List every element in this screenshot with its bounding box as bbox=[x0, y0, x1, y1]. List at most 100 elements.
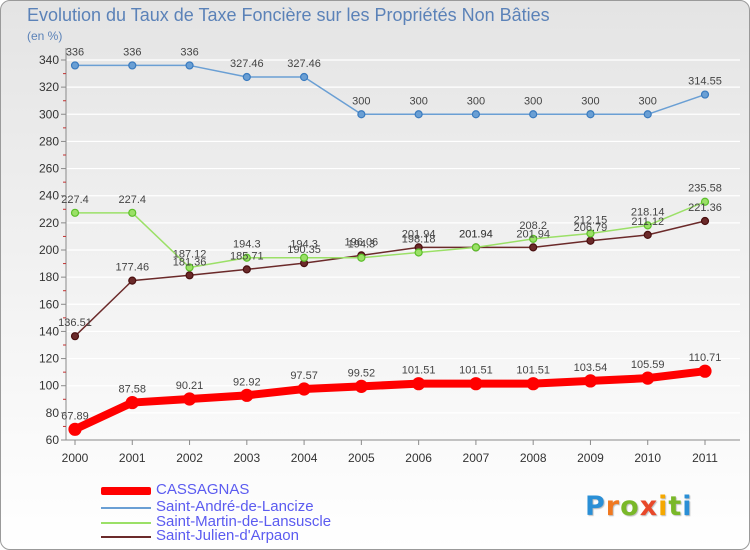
point-saint-andre-de-lancize-2005 bbox=[357, 110, 366, 119]
data-label-cassagnas-2006: 101.51 bbox=[402, 365, 436, 377]
series-saint-andre-de-lancize bbox=[70, 61, 710, 119]
x-tick-label-2004: 2004 bbox=[291, 451, 318, 465]
legend-swatch-saint-martin-de-lansuscle bbox=[101, 522, 151, 524]
point-cassagnas-2004 bbox=[297, 382, 311, 396]
data-label-saint-martin-de-lansuscle-2009: 212.15 bbox=[574, 215, 608, 227]
data-label-saint-julien-d-arpaon-2009: 206.79 bbox=[574, 222, 608, 234]
x-tick-labels: 2000 2001 2002 2003 2004 2005 2006 2007 2008 2009… bbox=[62, 440, 718, 465]
data-label-saint-martin-de-lansuscle-2003: 194.3 bbox=[233, 239, 261, 251]
legend-item-cassagnas[interactable]: CASSAGNAS bbox=[101, 481, 401, 499]
data-label-saint-andre-de-lancize-2008: 300 bbox=[524, 95, 542, 107]
point-saint-andre-de-lancize-2001 bbox=[128, 61, 137, 70]
legend-label-saint-julien-d-arpaon: Saint-Julien-d'Arpaon bbox=[156, 527, 299, 544]
logo-letter: o bbox=[620, 491, 640, 522]
x-tick-label-2007: 2007 bbox=[463, 451, 490, 465]
y-tick-label-80: 80 bbox=[46, 406, 60, 420]
data-label-saint-andre-de-lancize-2004: 327.46 bbox=[287, 58, 321, 70]
point-saint-andre-de-lancize-2002 bbox=[185, 61, 194, 70]
logo-letter: t bbox=[668, 491, 683, 522]
chart-subtitle: (en %) bbox=[27, 29, 63, 43]
data-label-cassagnas-2002: 90.21 bbox=[176, 380, 204, 392]
data-label-cassagnas-2005: 99.52 bbox=[348, 367, 376, 379]
data-label-saint-andre-de-lancize-2005: 300 bbox=[352, 95, 370, 107]
data-label-saint-julien-d-arpaon-2007: 201.94 bbox=[459, 228, 493, 240]
data-label-cassagnas-2003: 92.92 bbox=[233, 376, 261, 388]
proxiti-logo[interactable]: Proxiti bbox=[585, 491, 693, 522]
legend-item-saint-martin-de-lansuscle[interactable]: Saint-Martin-de-Lansuscle bbox=[101, 513, 401, 531]
point-saint-martin-de-lansuscle-2007 bbox=[471, 243, 481, 252]
data-label-saint-martin-de-lansuscle-2007: 201.94 bbox=[459, 228, 493, 240]
x-tick-label-2009: 2009 bbox=[577, 451, 604, 465]
y-tick-label-180: 180 bbox=[39, 270, 59, 284]
data-label-saint-andre-de-lancize-2011: 314.55 bbox=[688, 76, 722, 88]
point-saint-martin-de-lansuscle-2008 bbox=[529, 234, 538, 243]
data-label-saint-andre-de-lancize-2000: 336 bbox=[66, 46, 84, 58]
point-saint-julien-d-arpaon-2009 bbox=[586, 236, 595, 245]
x-tick-label-2006: 2006 bbox=[405, 451, 432, 465]
data-label-cassagnas-2008: 101.51 bbox=[516, 365, 550, 377]
point-saint-julien-d-arpaon-2001 bbox=[128, 276, 137, 285]
y-tick-label-60: 60 bbox=[46, 433, 60, 447]
series-line-cassagnas bbox=[71, 367, 709, 434]
data-label-saint-julien-d-arpaon-2005: 196.06 bbox=[345, 236, 379, 248]
y-tick-label-100: 100 bbox=[39, 379, 59, 393]
data-label-saint-martin-de-lansuscle-2006: 198.18 bbox=[402, 233, 436, 245]
series-saint-martin-de-lansuscle bbox=[70, 197, 710, 272]
point-saint-julien-d-arpaon-2011 bbox=[700, 216, 710, 226]
y-tick-label-240: 240 bbox=[39, 189, 59, 203]
x-tick-label-2008: 2008 bbox=[520, 451, 547, 465]
data-label-cassagnas-2011: 110.71 bbox=[689, 352, 722, 364]
point-saint-martin-de-lansuscle-2000 bbox=[70, 208, 80, 217]
chart-title: Evolution du Taux de Taxe Foncière sur l… bbox=[27, 5, 550, 25]
point-saint-andre-de-lancize-2007 bbox=[471, 110, 481, 119]
point-cassagnas-2003 bbox=[240, 388, 254, 402]
point-saint-martin-de-lansuscle-2011 bbox=[700, 197, 710, 206]
data-label-saint-martin-de-lansuscle-2001: 227.4 bbox=[119, 194, 147, 206]
point-saint-andre-de-lancize-2010 bbox=[643, 110, 652, 119]
point-cassagnas-2011 bbox=[698, 364, 712, 378]
series-line-saint-andre-de-lancize bbox=[74, 64, 706, 116]
point-cassagnas-2001 bbox=[125, 395, 139, 410]
y-tick-label-280: 280 bbox=[39, 134, 59, 148]
data-label-saint-martin-de-lansuscle-2002: 187.12 bbox=[173, 248, 207, 260]
logo-letter: i bbox=[682, 491, 693, 522]
legend-item-saint-andre-de-lancize[interactable]: Saint-André-de-Lancize bbox=[101, 498, 401, 516]
legend-swatch-saint-julien-d-arpaon bbox=[101, 536, 151, 538]
data-label-saint-andre-de-lancize-2006: 300 bbox=[409, 95, 427, 107]
point-saint-martin-de-lansuscle-2006 bbox=[414, 248, 423, 257]
point-saint-andre-de-lancize-2000 bbox=[70, 61, 80, 70]
data-label-saint-julien-d-arpaon-2003: 185.71 bbox=[230, 250, 264, 262]
data-label-saint-andre-de-lancize-2010: 300 bbox=[639, 95, 657, 107]
point-saint-martin-de-lansuscle-2010 bbox=[643, 221, 652, 230]
data-label-cassagnas-2004: 97.57 bbox=[290, 370, 318, 382]
data-label-saint-julien-d-arpaon-2002: 181.36 bbox=[173, 256, 207, 268]
data-label-saint-andre-de-lancize-2009: 300 bbox=[581, 95, 599, 107]
data-label-cassagnas-2009: 103.54 bbox=[574, 362, 608, 374]
series-cassagnas bbox=[68, 364, 712, 436]
data-label-saint-martin-de-lansuscle-2000: 227.4 bbox=[61, 194, 89, 206]
legend-label-cassagnas: CASSAGNAS bbox=[156, 481, 250, 498]
legend-label-saint-andre-de-lancize: Saint-André-de-Lancize bbox=[156, 498, 314, 515]
data-label-saint-julien-d-arpaon-2010: 211.12 bbox=[631, 216, 664, 228]
point-cassagnas-2005 bbox=[354, 379, 368, 393]
data-label-saint-andre-de-lancize-2003: 327.46 bbox=[230, 58, 264, 70]
data-label-saint-julien-d-arpaon-2000: 136.51 bbox=[58, 317, 92, 329]
legend-item-saint-julien-d-arpaon[interactable]: Saint-Julien-d'Arpaon bbox=[101, 527, 401, 545]
data-label-saint-andre-de-lancize-2007: 300 bbox=[467, 95, 485, 107]
data-label-cassagnas-2010: 105.59 bbox=[631, 359, 665, 371]
y-tick-label-140: 140 bbox=[39, 324, 59, 338]
series-line-saint-julien-d-arpaon bbox=[74, 220, 706, 337]
point-cassagnas-2006 bbox=[412, 377, 426, 391]
y-minor-ticks bbox=[63, 73, 66, 427]
data-label-saint-julien-d-arpaon-2008: 201.94 bbox=[516, 228, 550, 240]
data-label-saint-julien-d-arpaon-2011: 221.36 bbox=[688, 202, 722, 214]
y-tick-label-260: 260 bbox=[39, 162, 59, 176]
point-cassagnas-2010 bbox=[641, 371, 655, 385]
point-saint-julien-d-arpaon-2010 bbox=[643, 230, 652, 240]
series-saint-julien-d-arpaon bbox=[70, 216, 710, 341]
point-saint-julien-d-arpaon-2003 bbox=[242, 265, 251, 274]
data-label-cassagnas-2001: 87.58 bbox=[119, 384, 147, 396]
logo-letter: P bbox=[585, 491, 606, 522]
point-cassagnas-2007 bbox=[469, 377, 483, 391]
